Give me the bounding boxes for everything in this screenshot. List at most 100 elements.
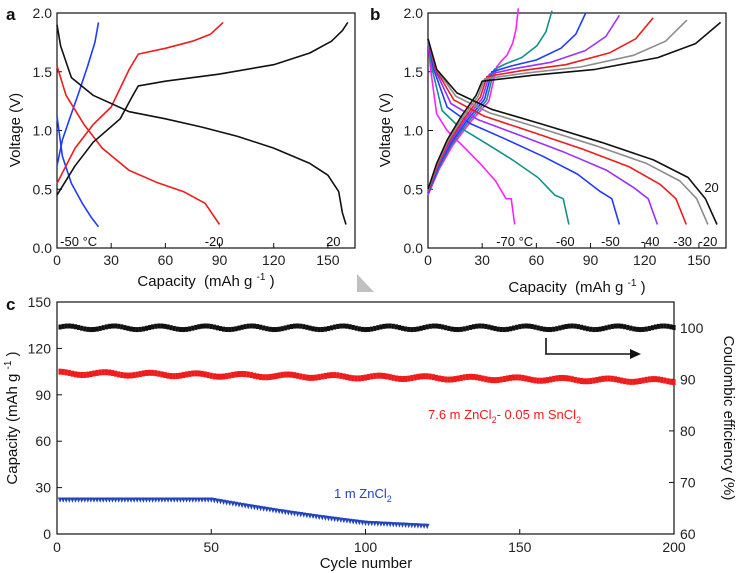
y-tick-label: 30 [35, 480, 51, 496]
capacity-point-zncl2 [316, 514, 322, 520]
capacity-point-sncl2 [357, 375, 361, 382]
capacity-point-zncl2 [79, 497, 84, 503]
capacity-point-zncl2 [381, 521, 387, 527]
capacity-point-sncl2 [221, 373, 226, 380]
capacity-point-sncl2 [231, 371, 235, 378]
capacity-point-sncl2 [666, 378, 670, 385]
capacity-point-zncl2 [76, 497, 81, 503]
ce-point [86, 326, 90, 332]
capacity-point-sncl2 [280, 371, 284, 378]
capacity-point-sncl2 [138, 370, 142, 377]
capacity-point-sncl2 [589, 378, 593, 385]
capacity-point-sncl2 [308, 374, 312, 381]
capacity-point-sncl2 [422, 373, 426, 380]
voltage-curve [56, 21, 349, 196]
capacity-point-sncl2 [663, 377, 667, 384]
capacity-point-sncl2 [218, 373, 223, 380]
capacity-point-sncl2 [237, 371, 241, 378]
capacity-point-sncl2 [604, 375, 608, 382]
capacity-point-sncl2 [570, 376, 574, 383]
capacity-point-sncl2 [447, 376, 451, 383]
capacity-point-zncl2 [187, 497, 192, 503]
capacity-point-zncl2 [375, 521, 381, 527]
ce-point [589, 326, 593, 332]
capacity-point-sncl2 [141, 370, 145, 377]
ce-point [271, 327, 275, 333]
capacity-point-zncl2 [128, 497, 134, 503]
x-tick-label: 0 [53, 539, 61, 555]
ce-point [320, 327, 324, 333]
ce-point [197, 324, 201, 330]
capacity-point-zncl2 [168, 497, 174, 503]
capacity-point-sncl2 [67, 370, 71, 377]
capacity-point-sncl2 [268, 374, 272, 381]
capacity-point-zncl2 [162, 497, 168, 503]
capacity-point-sncl2 [286, 371, 290, 378]
capacity-point-zncl2 [91, 497, 97, 503]
panel-c-xlabel: Cycle number [320, 555, 413, 572]
capacity-point-sncl2 [419, 373, 423, 380]
capacity-point-sncl2 [558, 375, 562, 382]
capacity-point-sncl2 [262, 374, 266, 381]
y-tick-label: 1.5 [404, 64, 424, 80]
ce-point [237, 325, 241, 331]
capacity-point-sncl2 [434, 374, 439, 381]
capacity-point-sncl2 [61, 368, 65, 375]
ce-point [601, 326, 605, 332]
capacity-point-zncl2 [301, 512, 307, 518]
ce-point [104, 324, 108, 330]
capacity-point-sncl2 [169, 373, 173, 380]
capacity-point-sncl2 [314, 374, 318, 381]
capacity-point-sncl2 [73, 371, 78, 378]
capacity-point-zncl2 [344, 518, 350, 524]
x-tick-label: 200 [662, 539, 686, 555]
ce-axis-arrow-line [545, 338, 632, 355]
ce-point [407, 326, 411, 332]
capacity-point-zncl2 [184, 497, 189, 503]
ce-point [348, 324, 352, 330]
capacity-point-sncl2 [329, 372, 334, 379]
capacity-point-sncl2 [610, 375, 614, 382]
capacity-point-sncl2 [311, 374, 315, 381]
capacity-point-sncl2 [376, 372, 380, 379]
ce-point [404, 326, 408, 332]
ce-point [373, 325, 377, 331]
discharge-curve [427, 38, 659, 225]
capacity-point-sncl2 [650, 376, 655, 383]
capacity-point-sncl2 [669, 378, 673, 385]
capacity-point-sncl2 [107, 369, 112, 376]
x-tick-label: 30 [103, 252, 119, 268]
ce-point [225, 327, 229, 333]
ce-point [163, 323, 167, 329]
panel-a-curves [56, 21, 349, 228]
capacity-point-sncl2 [175, 373, 179, 380]
x-tick-label: 150 [508, 539, 532, 555]
ce-point [487, 324, 491, 330]
ce-point [505, 326, 510, 332]
capacity-point-zncl2 [196, 497, 202, 503]
curve-label: -50 °C [60, 234, 97, 249]
capacity-point-sncl2 [647, 376, 651, 383]
subscript: 2 [492, 415, 497, 425]
ce-point [437, 323, 442, 329]
capacity-point-sncl2 [586, 378, 590, 385]
capacity-point-zncl2 [295, 511, 300, 517]
ce-point [160, 323, 164, 329]
y2-tick-label: 100 [680, 320, 704, 336]
ce-point [172, 325, 176, 331]
capacity-point-sncl2 [428, 373, 432, 380]
ce-point [157, 323, 161, 329]
capacity-point-sncl2 [437, 375, 442, 382]
capacity-point-sncl2 [354, 375, 358, 382]
ce-point [110, 323, 115, 329]
capacity-point-sncl2 [228, 372, 232, 379]
capacity-point-sncl2 [456, 375, 460, 382]
capacity-point-sncl2 [363, 374, 368, 381]
x-tick-label: 120 [262, 252, 286, 268]
ce-point [92, 326, 96, 332]
capacity-point-sncl2 [397, 375, 402, 382]
capacity-point-sncl2 [326, 372, 331, 379]
ce-point [212, 324, 216, 330]
capacity-point-sncl2 [265, 374, 269, 381]
capacity-point-sncl2 [564, 375, 568, 382]
